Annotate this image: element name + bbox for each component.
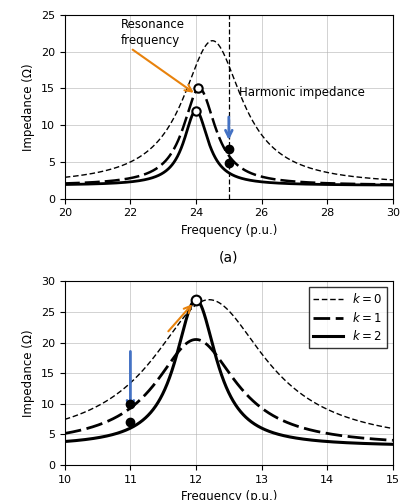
X-axis label: Frequency (p.u.): Frequency (p.u.)	[181, 224, 277, 237]
Legend: $k=0$, $k=1$, $k=2$: $k=0$, $k=1$, $k=2$	[309, 287, 387, 348]
Y-axis label: Impedance (Ω): Impedance (Ω)	[22, 330, 35, 417]
Text: Harmonic impedance: Harmonic impedance	[239, 86, 364, 98]
Text: (a): (a)	[219, 250, 239, 264]
Y-axis label: Impedance (Ω): Impedance (Ω)	[22, 63, 35, 150]
X-axis label: Frequency (p.u.): Frequency (p.u.)	[181, 490, 277, 500]
Text: Resonance
frequency: Resonance frequency	[121, 18, 185, 46]
